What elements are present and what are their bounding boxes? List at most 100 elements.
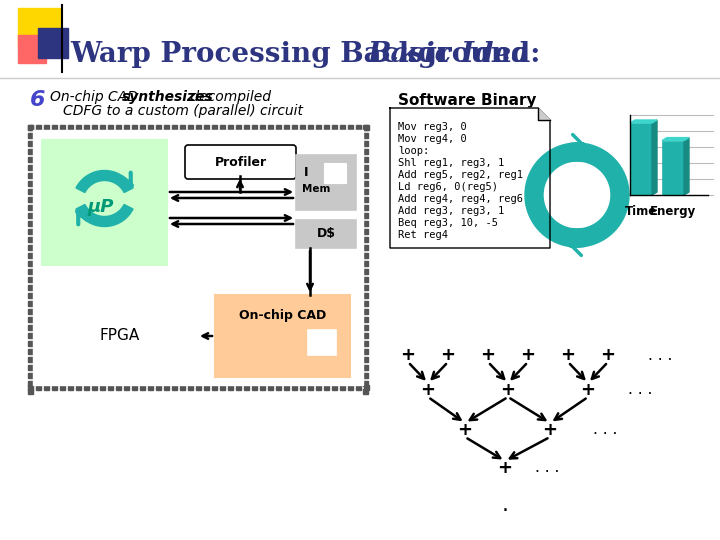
Bar bbox=[308, 385, 313, 390]
Bar bbox=[292, 125, 297, 130]
Bar bbox=[28, 309, 33, 314]
Polygon shape bbox=[76, 171, 133, 193]
Bar bbox=[364, 125, 369, 130]
Bar bbox=[363, 157, 368, 162]
Bar bbox=[363, 357, 368, 362]
Bar bbox=[28, 149, 33, 154]
Bar bbox=[28, 285, 33, 290]
Text: Mov reg4, 0: Mov reg4, 0 bbox=[398, 134, 467, 144]
Bar bbox=[324, 385, 329, 390]
Text: FPGA: FPGA bbox=[99, 328, 140, 343]
Bar bbox=[28, 325, 33, 330]
Bar bbox=[300, 125, 305, 130]
Bar bbox=[28, 125, 33, 130]
Bar bbox=[252, 385, 257, 390]
Bar bbox=[28, 269, 33, 274]
Text: . . .: . . . bbox=[648, 348, 672, 362]
Bar bbox=[296, 220, 356, 248]
Text: Profiler: Profiler bbox=[215, 156, 266, 168]
Bar bbox=[363, 221, 368, 226]
Bar bbox=[92, 385, 97, 390]
Bar bbox=[164, 385, 169, 390]
Bar bbox=[52, 385, 57, 390]
Bar bbox=[340, 385, 345, 390]
Text: +: + bbox=[521, 346, 536, 364]
Text: On-chip CAD: On-chip CAD bbox=[50, 90, 143, 104]
Bar bbox=[363, 309, 368, 314]
Text: +: + bbox=[542, 421, 557, 439]
Bar bbox=[28, 237, 33, 242]
Text: +: + bbox=[457, 421, 472, 439]
Bar bbox=[363, 141, 368, 146]
Bar bbox=[363, 165, 368, 170]
Bar bbox=[363, 237, 368, 242]
Bar bbox=[28, 181, 33, 186]
Text: Add reg4, reg4, reg6: Add reg4, reg4, reg6 bbox=[398, 194, 523, 204]
Polygon shape bbox=[630, 120, 657, 123]
Polygon shape bbox=[684, 138, 689, 195]
Text: Add reg5, reg2, reg1: Add reg5, reg2, reg1 bbox=[398, 170, 523, 180]
Bar bbox=[296, 155, 356, 210]
Bar bbox=[363, 197, 368, 202]
Text: Add reg3, reg3, 1: Add reg3, reg3, 1 bbox=[398, 206, 504, 216]
Bar bbox=[212, 125, 217, 130]
Bar bbox=[180, 385, 185, 390]
Text: .: . bbox=[502, 495, 508, 515]
Text: Beq reg3, 10, -5: Beq reg3, 10, -5 bbox=[398, 218, 498, 228]
Bar bbox=[220, 385, 225, 390]
Text: +: + bbox=[400, 346, 415, 364]
FancyBboxPatch shape bbox=[185, 145, 296, 179]
Bar bbox=[100, 385, 105, 390]
Bar bbox=[28, 261, 33, 266]
Bar bbox=[28, 133, 33, 138]
Bar bbox=[28, 365, 33, 370]
Bar bbox=[324, 163, 346, 183]
Bar bbox=[215, 295, 350, 377]
Bar bbox=[363, 253, 368, 258]
Bar bbox=[332, 385, 337, 390]
Bar bbox=[236, 385, 241, 390]
Bar bbox=[244, 125, 249, 130]
Text: . . .: . . . bbox=[593, 422, 617, 437]
Text: Shl reg1, reg3, 1: Shl reg1, reg3, 1 bbox=[398, 158, 504, 168]
Polygon shape bbox=[662, 138, 689, 140]
Bar bbox=[284, 385, 289, 390]
Text: . . .: . . . bbox=[628, 382, 652, 397]
Bar bbox=[268, 125, 273, 130]
Bar bbox=[28, 165, 33, 170]
Bar bbox=[116, 385, 121, 390]
Bar bbox=[364, 385, 369, 390]
Bar bbox=[108, 385, 113, 390]
Bar bbox=[60, 125, 65, 130]
Text: +: + bbox=[500, 381, 516, 399]
Bar bbox=[42, 140, 167, 265]
Bar bbox=[196, 125, 201, 130]
Bar bbox=[28, 373, 33, 378]
Bar bbox=[172, 385, 177, 390]
Bar bbox=[308, 125, 313, 130]
Bar bbox=[180, 125, 185, 130]
Bar bbox=[28, 157, 33, 162]
Text: Ret reg4: Ret reg4 bbox=[398, 230, 448, 240]
Bar bbox=[363, 245, 368, 250]
Bar bbox=[28, 245, 33, 250]
Text: Warp Processing Background:: Warp Processing Background: bbox=[70, 42, 550, 69]
Bar bbox=[28, 301, 33, 306]
Bar bbox=[363, 349, 368, 354]
Bar bbox=[348, 125, 353, 130]
Bar bbox=[252, 125, 257, 130]
Bar bbox=[363, 285, 368, 290]
Text: Mem: Mem bbox=[302, 184, 330, 194]
Bar bbox=[92, 125, 97, 130]
Bar bbox=[316, 125, 321, 130]
Bar bbox=[220, 125, 225, 130]
Bar bbox=[100, 125, 105, 130]
Bar bbox=[630, 123, 652, 195]
Text: +: + bbox=[600, 346, 616, 364]
Bar bbox=[363, 133, 368, 138]
Text: decompiled: decompiled bbox=[186, 90, 271, 104]
Bar bbox=[228, 125, 233, 130]
Bar bbox=[42, 295, 197, 377]
Text: On-chip CAD: On-chip CAD bbox=[239, 308, 326, 321]
Bar bbox=[132, 125, 137, 130]
